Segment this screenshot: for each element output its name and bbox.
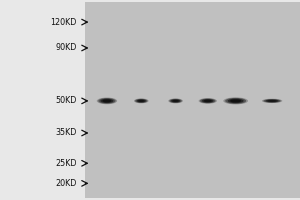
Ellipse shape xyxy=(135,99,148,103)
Text: 20KD: 20KD xyxy=(55,179,76,188)
Ellipse shape xyxy=(230,99,241,102)
Text: 50KD: 50KD xyxy=(55,96,76,105)
Bar xyxy=(85,2,300,198)
Ellipse shape xyxy=(228,99,244,103)
Ellipse shape xyxy=(268,100,277,102)
Ellipse shape xyxy=(200,99,215,103)
Ellipse shape xyxy=(223,97,248,104)
Ellipse shape xyxy=(168,98,183,103)
Text: 35KD: 35KD xyxy=(55,128,76,137)
Ellipse shape xyxy=(169,99,182,103)
Ellipse shape xyxy=(138,100,145,102)
Ellipse shape xyxy=(204,100,212,102)
Ellipse shape xyxy=(134,98,148,103)
Ellipse shape xyxy=(136,99,146,102)
Ellipse shape xyxy=(97,98,117,104)
Ellipse shape xyxy=(225,98,246,104)
Text: 25KD: 25KD xyxy=(55,159,76,168)
Ellipse shape xyxy=(100,99,114,103)
Ellipse shape xyxy=(199,98,217,104)
Ellipse shape xyxy=(266,99,279,102)
Ellipse shape xyxy=(202,99,214,103)
Ellipse shape xyxy=(262,99,282,103)
Ellipse shape xyxy=(171,99,180,102)
Ellipse shape xyxy=(98,98,116,104)
Ellipse shape xyxy=(172,100,179,102)
Text: 90KD: 90KD xyxy=(55,43,76,52)
Text: 120KD: 120KD xyxy=(50,18,76,27)
Ellipse shape xyxy=(263,99,281,103)
Ellipse shape xyxy=(102,99,112,102)
